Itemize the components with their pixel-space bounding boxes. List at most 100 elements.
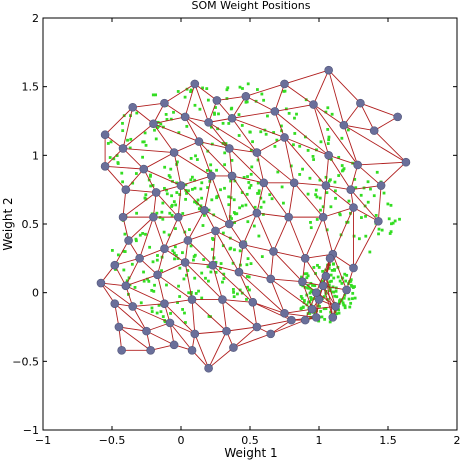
neuron-link xyxy=(273,216,290,252)
sample-point xyxy=(184,321,187,324)
sample-point xyxy=(160,210,164,214)
neuron-point xyxy=(252,322,262,332)
sample-point xyxy=(232,198,236,202)
sample-point xyxy=(143,196,147,200)
neuron-link xyxy=(325,155,330,186)
sample-point xyxy=(326,106,330,110)
sample-point xyxy=(264,132,268,136)
sample-point xyxy=(329,273,333,277)
sample-point xyxy=(238,206,242,210)
neuron-link xyxy=(125,189,157,193)
neuron-link xyxy=(256,319,292,328)
sample-point xyxy=(245,192,249,196)
neuron-point xyxy=(266,274,276,284)
neuron-link xyxy=(173,141,200,153)
sample-point xyxy=(154,93,158,97)
neuron-point xyxy=(324,65,333,75)
neuron-point xyxy=(208,260,218,270)
sample-point xyxy=(343,272,347,276)
neuron-link xyxy=(270,278,303,283)
sample-point xyxy=(193,186,197,190)
sample-point xyxy=(228,215,232,218)
sample-point xyxy=(353,285,356,289)
sample-point xyxy=(345,273,349,277)
neuron-point xyxy=(165,318,175,328)
sample-point xyxy=(127,276,131,280)
sample-point xyxy=(260,255,264,258)
y-tick-label: −1 xyxy=(23,424,39,437)
neuron-link xyxy=(284,69,329,85)
sample-point xyxy=(202,258,206,261)
sample-point xyxy=(340,136,344,140)
neuron-link xyxy=(350,185,382,191)
sample-point xyxy=(283,89,287,93)
sample-point xyxy=(219,188,222,192)
sample-point xyxy=(141,232,145,235)
sample-point xyxy=(128,146,132,150)
sample-point xyxy=(256,88,259,91)
sample-point xyxy=(233,221,236,224)
sample-point xyxy=(231,261,235,265)
sample-point xyxy=(177,131,181,135)
sample-point xyxy=(188,228,191,231)
neuron-point xyxy=(187,295,197,304)
x-axis: −1 −0.5 0 0.5 1 1.5 2 xyxy=(35,18,460,447)
sample-point xyxy=(306,192,310,196)
sample-point xyxy=(372,194,376,198)
sample-point xyxy=(334,189,337,193)
neuron-link xyxy=(353,221,379,269)
sample-point xyxy=(204,276,207,280)
sample-point xyxy=(311,155,315,158)
sample-point xyxy=(183,311,186,315)
sample-point xyxy=(155,311,159,315)
sample-point xyxy=(280,185,284,189)
neuron-link xyxy=(228,175,233,225)
sample-point xyxy=(227,195,231,199)
sample-point xyxy=(261,213,265,216)
sample-point xyxy=(342,167,346,171)
sample-point xyxy=(360,216,363,219)
neuron-link xyxy=(132,303,165,307)
sample-point xyxy=(227,203,231,207)
sample-point xyxy=(110,249,114,252)
sample-point xyxy=(169,117,173,121)
neuron-link xyxy=(208,121,258,153)
sample-point xyxy=(368,250,372,254)
sample-point xyxy=(201,86,204,90)
sample-point xyxy=(175,191,179,194)
sample-point xyxy=(320,315,324,319)
neuron-link xyxy=(273,251,303,282)
neuron-link xyxy=(322,285,334,318)
neuron-point xyxy=(200,205,209,215)
sample-point xyxy=(273,144,277,148)
sample-point xyxy=(342,296,346,300)
neuron-link xyxy=(343,124,407,163)
neuron-link xyxy=(256,137,285,153)
sample-point xyxy=(130,262,134,266)
sample-point xyxy=(207,315,211,318)
sample-point xyxy=(245,263,249,267)
neuron-point xyxy=(135,254,144,263)
sample-point xyxy=(309,298,313,301)
x-axis-label: Weight 1 xyxy=(224,446,277,460)
sample-point xyxy=(150,306,154,310)
sample-point xyxy=(340,169,344,173)
neuron-link xyxy=(226,326,257,332)
neuron-link xyxy=(322,217,334,255)
sample-point xyxy=(185,124,189,128)
sample-point xyxy=(115,154,119,157)
sample-point xyxy=(112,157,116,161)
neuron-point xyxy=(149,212,158,222)
sample-point xyxy=(260,92,264,96)
neuron-point xyxy=(252,208,262,218)
neuron-point xyxy=(309,100,318,109)
neuron-point xyxy=(128,102,137,112)
neuron-point xyxy=(121,281,131,291)
sample-point xyxy=(200,271,204,275)
neuron-point xyxy=(183,236,193,245)
neuron-link xyxy=(343,124,375,132)
neuron-link xyxy=(122,192,157,218)
neuron-point xyxy=(393,112,402,122)
neuron-point xyxy=(151,188,161,197)
sample-point xyxy=(126,138,129,142)
